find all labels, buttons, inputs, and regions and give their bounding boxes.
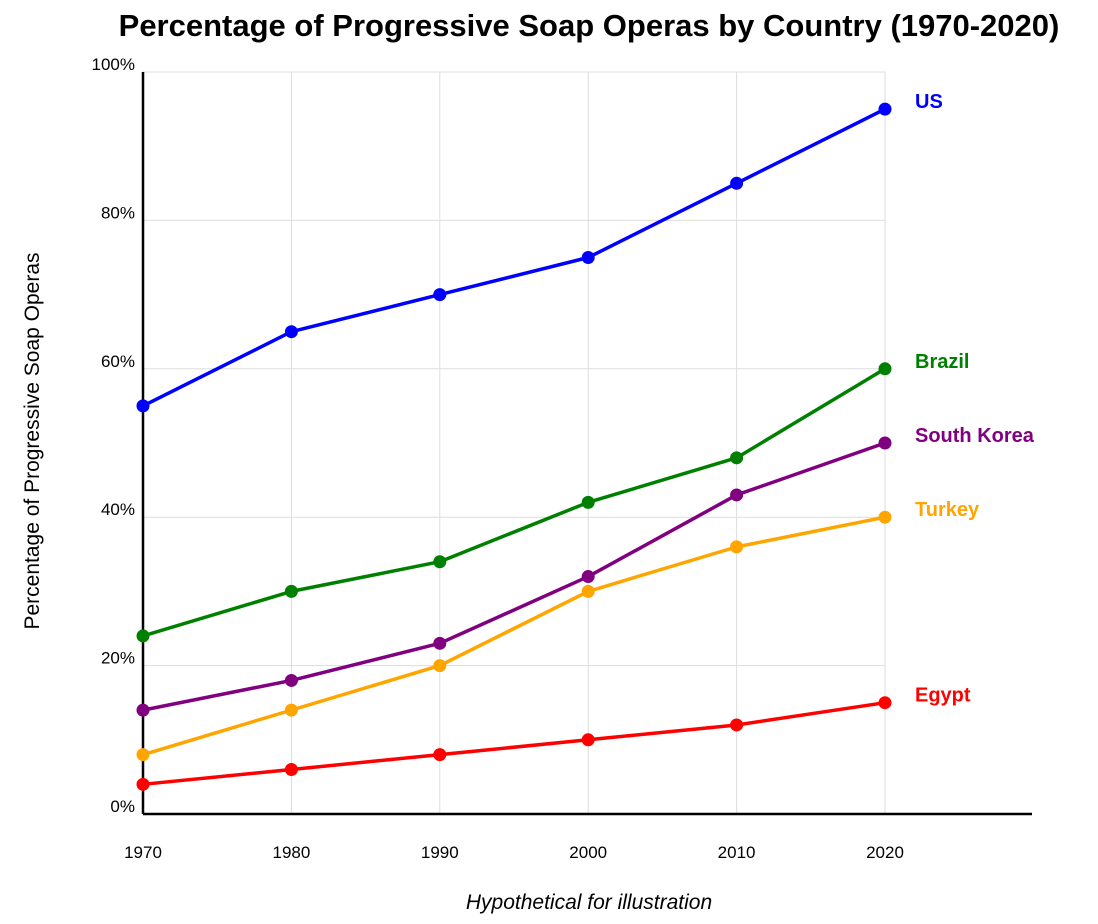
data-point-egypt xyxy=(581,733,595,747)
data-point-turkey xyxy=(730,540,744,554)
x-tick-label: 2010 xyxy=(718,843,756,862)
data-point-south-korea xyxy=(878,436,892,450)
y-tick-label: 60% xyxy=(101,352,135,371)
data-point-egypt xyxy=(878,696,892,710)
data-point-turkey xyxy=(136,748,150,762)
grid xyxy=(143,71,886,814)
series-line-turkey xyxy=(141,515,887,757)
tick-labels: 0% 20% 40% 60% 80% 100% 1970 1980 1990 2000 2010 20… xyxy=(92,55,904,862)
data-point-us xyxy=(730,176,744,190)
data-point-egypt xyxy=(730,718,744,732)
data-point-egypt xyxy=(433,748,447,762)
series-label-turkey: Turkey xyxy=(915,499,980,521)
data-point-turkey xyxy=(878,510,892,524)
data-point-south-korea xyxy=(284,673,298,687)
data-point-us xyxy=(581,251,595,264)
series-label-egypt: Egypt xyxy=(915,685,971,707)
series-labels: US Brazil South Korea Turkey Egypt xyxy=(915,91,1035,707)
series-line-egypt xyxy=(141,700,887,787)
y-tick-label: 80% xyxy=(101,203,135,222)
data-point-south-korea xyxy=(581,570,595,584)
chart-caption: Hypothetical for illustration xyxy=(466,891,712,914)
data-point-south-korea xyxy=(433,636,447,650)
data-point-brazil xyxy=(136,629,150,643)
x-tick-label: 2000 xyxy=(569,843,607,862)
data-point-egypt xyxy=(136,777,150,791)
y-tick-label: 0% xyxy=(110,797,135,816)
x-tick-label: 2020 xyxy=(866,843,904,862)
y-tick-label: 100% xyxy=(92,55,135,74)
series-line-us xyxy=(141,107,887,408)
data-point-us xyxy=(433,288,447,302)
series-label-brazil: Brazil xyxy=(915,351,969,373)
y-tick-label: 40% xyxy=(101,500,135,519)
y-axis-title: Percentage of Progressive Soap Operas xyxy=(21,252,44,629)
data-point-brazil xyxy=(433,555,447,569)
x-tick-label: 1970 xyxy=(124,843,162,862)
series-line-south-korea xyxy=(141,441,887,712)
data-point-us xyxy=(284,325,298,339)
y-tick-label: 20% xyxy=(101,649,135,668)
series-label-us: US xyxy=(915,91,943,113)
data-point-brazil xyxy=(730,451,744,465)
series-line-brazil xyxy=(141,367,887,638)
x-tick-label: 1980 xyxy=(272,843,310,862)
data-point-south-korea xyxy=(136,703,150,717)
data-point-brazil xyxy=(878,362,892,376)
axes xyxy=(141,72,1032,816)
series xyxy=(136,102,892,791)
chart-title: Percentage of Progressive Soap Operas by… xyxy=(119,8,1060,43)
x-tick-label: 1990 xyxy=(421,843,459,862)
data-point-turkey xyxy=(284,703,298,717)
data-point-south-korea xyxy=(730,488,744,502)
data-point-brazil xyxy=(581,495,595,509)
data-point-egypt xyxy=(284,762,298,776)
data-point-turkey xyxy=(581,584,595,598)
data-point-us xyxy=(878,102,892,116)
data-point-brazil xyxy=(284,584,298,598)
data-point-us xyxy=(136,399,150,413)
series-label-south-korea: South Korea xyxy=(915,425,1035,447)
data-point-turkey xyxy=(433,659,447,673)
